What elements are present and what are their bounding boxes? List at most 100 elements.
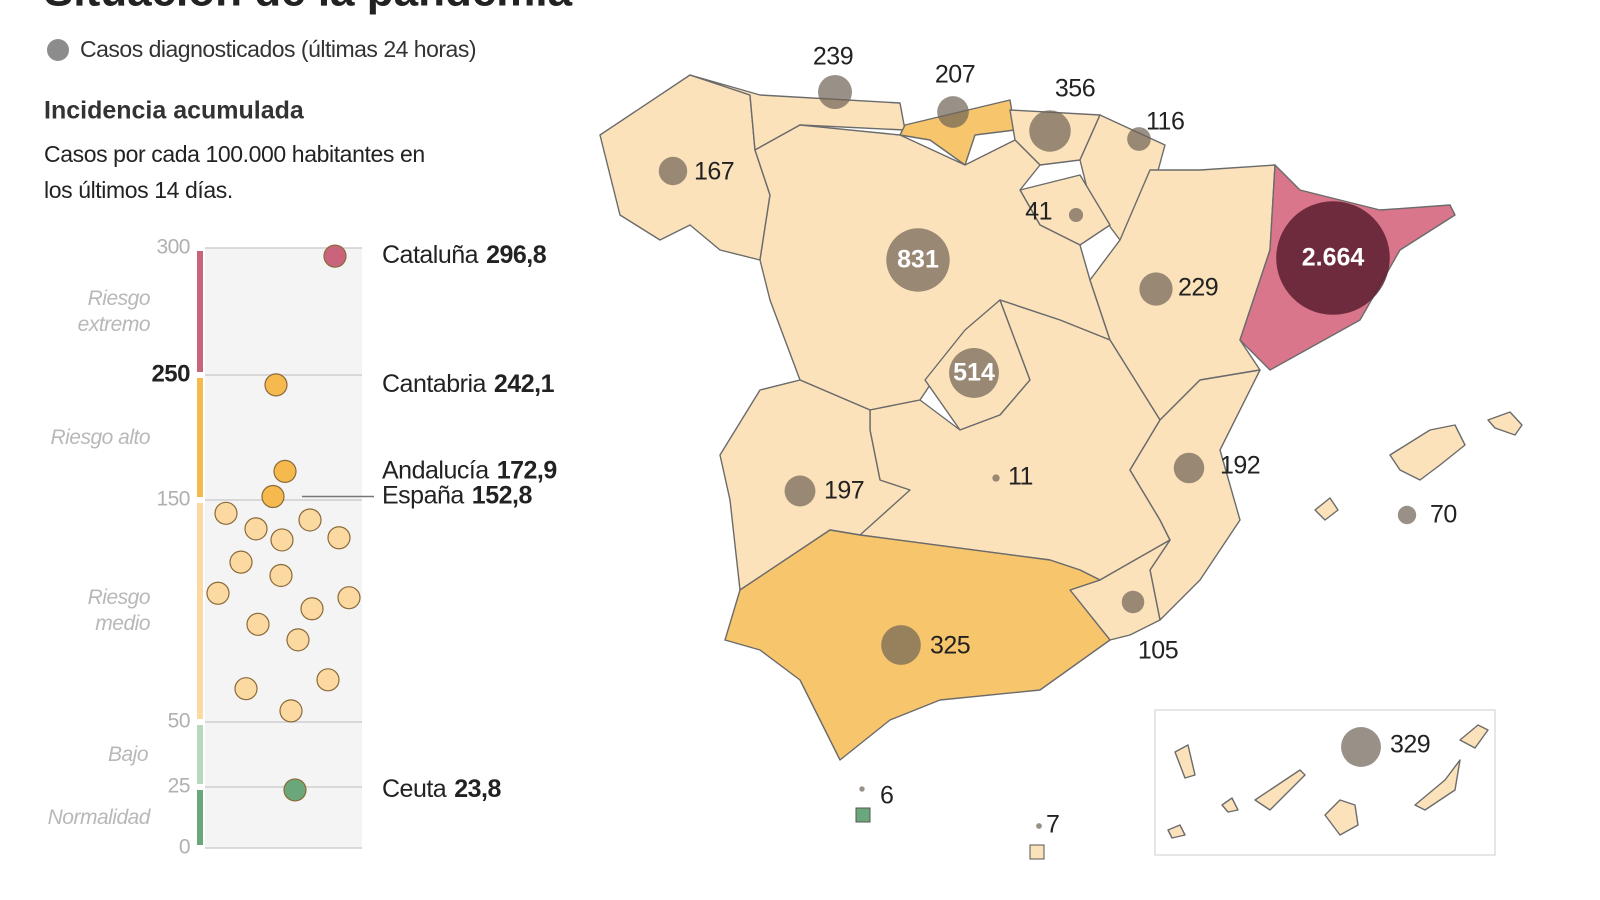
region — [1174, 744, 1196, 779]
case-bubble — [817, 74, 853, 110]
point — [261, 484, 285, 509]
case-label: 514 — [953, 359, 995, 387]
case-label: 239 — [813, 43, 853, 71]
case-label: 105 — [1138, 637, 1178, 665]
case-label: 229 — [1178, 274, 1218, 302]
point-name: España — [382, 481, 464, 509]
case-label: 325 — [930, 632, 970, 660]
region — [1414, 759, 1461, 811]
point — [229, 550, 253, 574]
case-label: 207 — [935, 61, 975, 89]
case-bubble — [1276, 201, 1390, 315]
y-tick-label: 0 — [179, 836, 190, 859]
chart-subtitle: Casos por cada 100.000 habitantes en los… — [44, 141, 425, 203]
region — [899, 99, 1016, 166]
case-label: 329 — [1390, 731, 1430, 759]
case-bubble — [881, 625, 921, 665]
y-tick-label: 50 — [168, 710, 190, 733]
region — [1167, 824, 1186, 839]
point-value: 296,8 — [486, 241, 547, 269]
point-value: 152,8 — [472, 481, 533, 509]
case-bubble — [937, 96, 969, 128]
y-tick-label: 250 — [151, 360, 190, 387]
point-label: Cantabria 242,1 — [382, 369, 555, 397]
point-name: Ceuta — [382, 775, 447, 803]
point — [206, 581, 230, 605]
point — [327, 526, 351, 550]
melilla — [1029, 844, 1045, 860]
case-label: 2.664 — [1302, 244, 1365, 272]
point — [279, 699, 303, 723]
case-bubble — [1397, 505, 1417, 525]
case-label: 7 — [1046, 811, 1059, 839]
point — [244, 517, 268, 541]
region — [1254, 769, 1306, 811]
point — [273, 459, 297, 483]
case-label: 192 — [1220, 452, 1260, 480]
case-bubble — [784, 475, 816, 507]
case-bubble — [658, 156, 688, 186]
band-label: Riesgo extremo — [77, 286, 151, 336]
case-label: 356 — [1055, 75, 1095, 103]
region — [1389, 424, 1466, 481]
region — [689, 74, 906, 151]
point-name: Cataluña — [382, 241, 479, 269]
canarias-inset — [1154, 709, 1496, 856]
case-bubble — [949, 348, 999, 398]
point — [286, 628, 310, 652]
point-label: Andalucía 172,9 — [382, 456, 557, 484]
y-tick-label: 300 — [156, 236, 190, 259]
region — [1129, 369, 1261, 621]
point — [283, 778, 307, 802]
point-value: 23,8 — [454, 775, 501, 803]
point — [323, 244, 347, 268]
band-label: Riesgo medio — [87, 586, 151, 635]
legend-swatch — [47, 39, 69, 61]
case-bubble — [1173, 452, 1205, 484]
region — [1487, 411, 1523, 436]
point — [300, 597, 324, 621]
band-label: Normalidad — [47, 805, 151, 829]
point — [234, 677, 258, 701]
y-tick-label: 150 — [156, 488, 190, 511]
case-bubble — [886, 228, 950, 292]
case-label: 70 — [1430, 501, 1457, 529]
case-bubble — [1341, 727, 1381, 767]
case-label: 197 — [824, 477, 864, 505]
case-bubble — [1029, 110, 1071, 152]
case-label: 11 — [1008, 463, 1033, 491]
case-bubble — [1068, 207, 1084, 223]
point — [270, 528, 294, 552]
region — [719, 379, 911, 591]
point-name: Cantabria — [382, 369, 486, 397]
point — [246, 612, 270, 636]
case-label: 41 — [1025, 198, 1052, 226]
chart-title: Incidencia acumulada — [44, 97, 305, 125]
point — [316, 668, 340, 692]
region — [1314, 497, 1339, 521]
point-name: Andalucía — [382, 456, 489, 484]
ceuta — [855, 807, 871, 823]
legend-label: Casos diagnosticados (últimas 24 horas) — [80, 36, 476, 62]
case-bubble — [1036, 823, 1042, 829]
case-bubble — [992, 474, 1000, 482]
point-label: Ceuta 23,8 — [382, 775, 501, 803]
map — [599, 74, 1523, 860]
title: Situación de la pandemia — [44, 0, 573, 16]
case-bubble — [1139, 272, 1173, 306]
region — [1459, 724, 1489, 749]
point — [264, 373, 288, 397]
point-value: 242,1 — [494, 369, 555, 397]
band-label: Riesgo alto — [50, 425, 150, 449]
case-label: 6 — [880, 782, 893, 810]
point-value: 172,9 — [497, 456, 557, 484]
case-bubble — [859, 786, 865, 792]
case-label: 116 — [1146, 108, 1184, 136]
point-label: España 152,8 — [382, 481, 532, 509]
band-label: Bajo — [107, 742, 149, 766]
point — [337, 586, 361, 610]
case-label: 167 — [694, 158, 734, 186]
point — [269, 563, 293, 588]
